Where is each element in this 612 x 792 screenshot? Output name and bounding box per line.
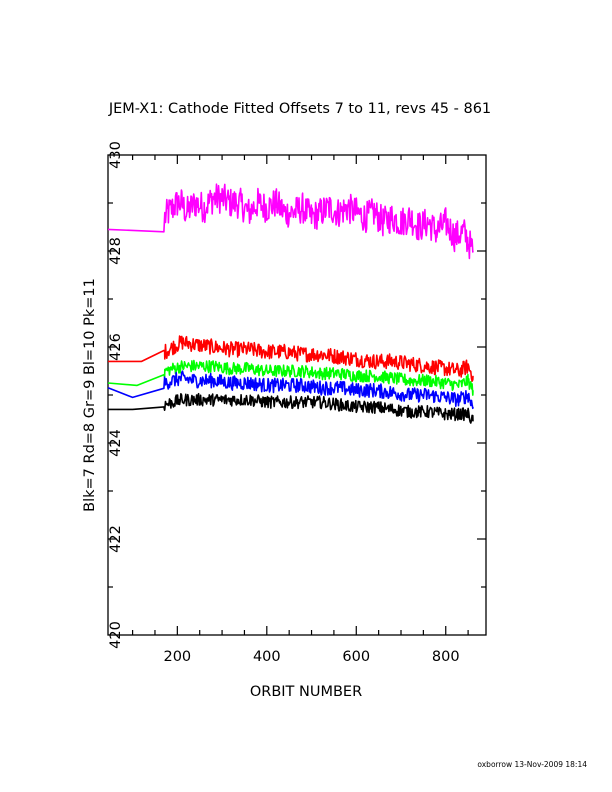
x-tick-label: 200	[163, 649, 191, 665]
y-tick-label: 430	[108, 141, 124, 169]
y-tick-label: 420	[108, 621, 124, 649]
series-line-2	[107, 359, 474, 396]
series-line-1	[108, 335, 474, 383]
y-tick-label: 426	[108, 333, 124, 361]
chart-title: JEM-X1: Cathode Fitted Offsets 7 to 11, …	[108, 101, 491, 117]
y-tick-label: 428	[108, 237, 124, 265]
x-axis-label: ORBIT NUMBER	[250, 684, 362, 700]
y-axis-label: Blk=7 Rd=8 Gr=9 Bl=10 Pk=11	[82, 278, 98, 512]
series-line-0	[107, 183, 474, 260]
y-tick-label: 424	[108, 429, 124, 457]
x-tick-label: 400	[253, 649, 281, 665]
x-tick-label: 800	[432, 649, 460, 665]
x-tick-label: 600	[342, 649, 370, 665]
y-tick-label: 422	[108, 525, 124, 553]
ticks-group: 200 400 600 800 420 422 424 426 428 430	[108, 141, 486, 665]
series-line-4	[108, 392, 474, 424]
footer-stamp: oxborrow 13-Nov-2009 18:14	[477, 760, 587, 769]
series-line-3	[107, 370, 474, 410]
series-group	[107, 183, 474, 424]
